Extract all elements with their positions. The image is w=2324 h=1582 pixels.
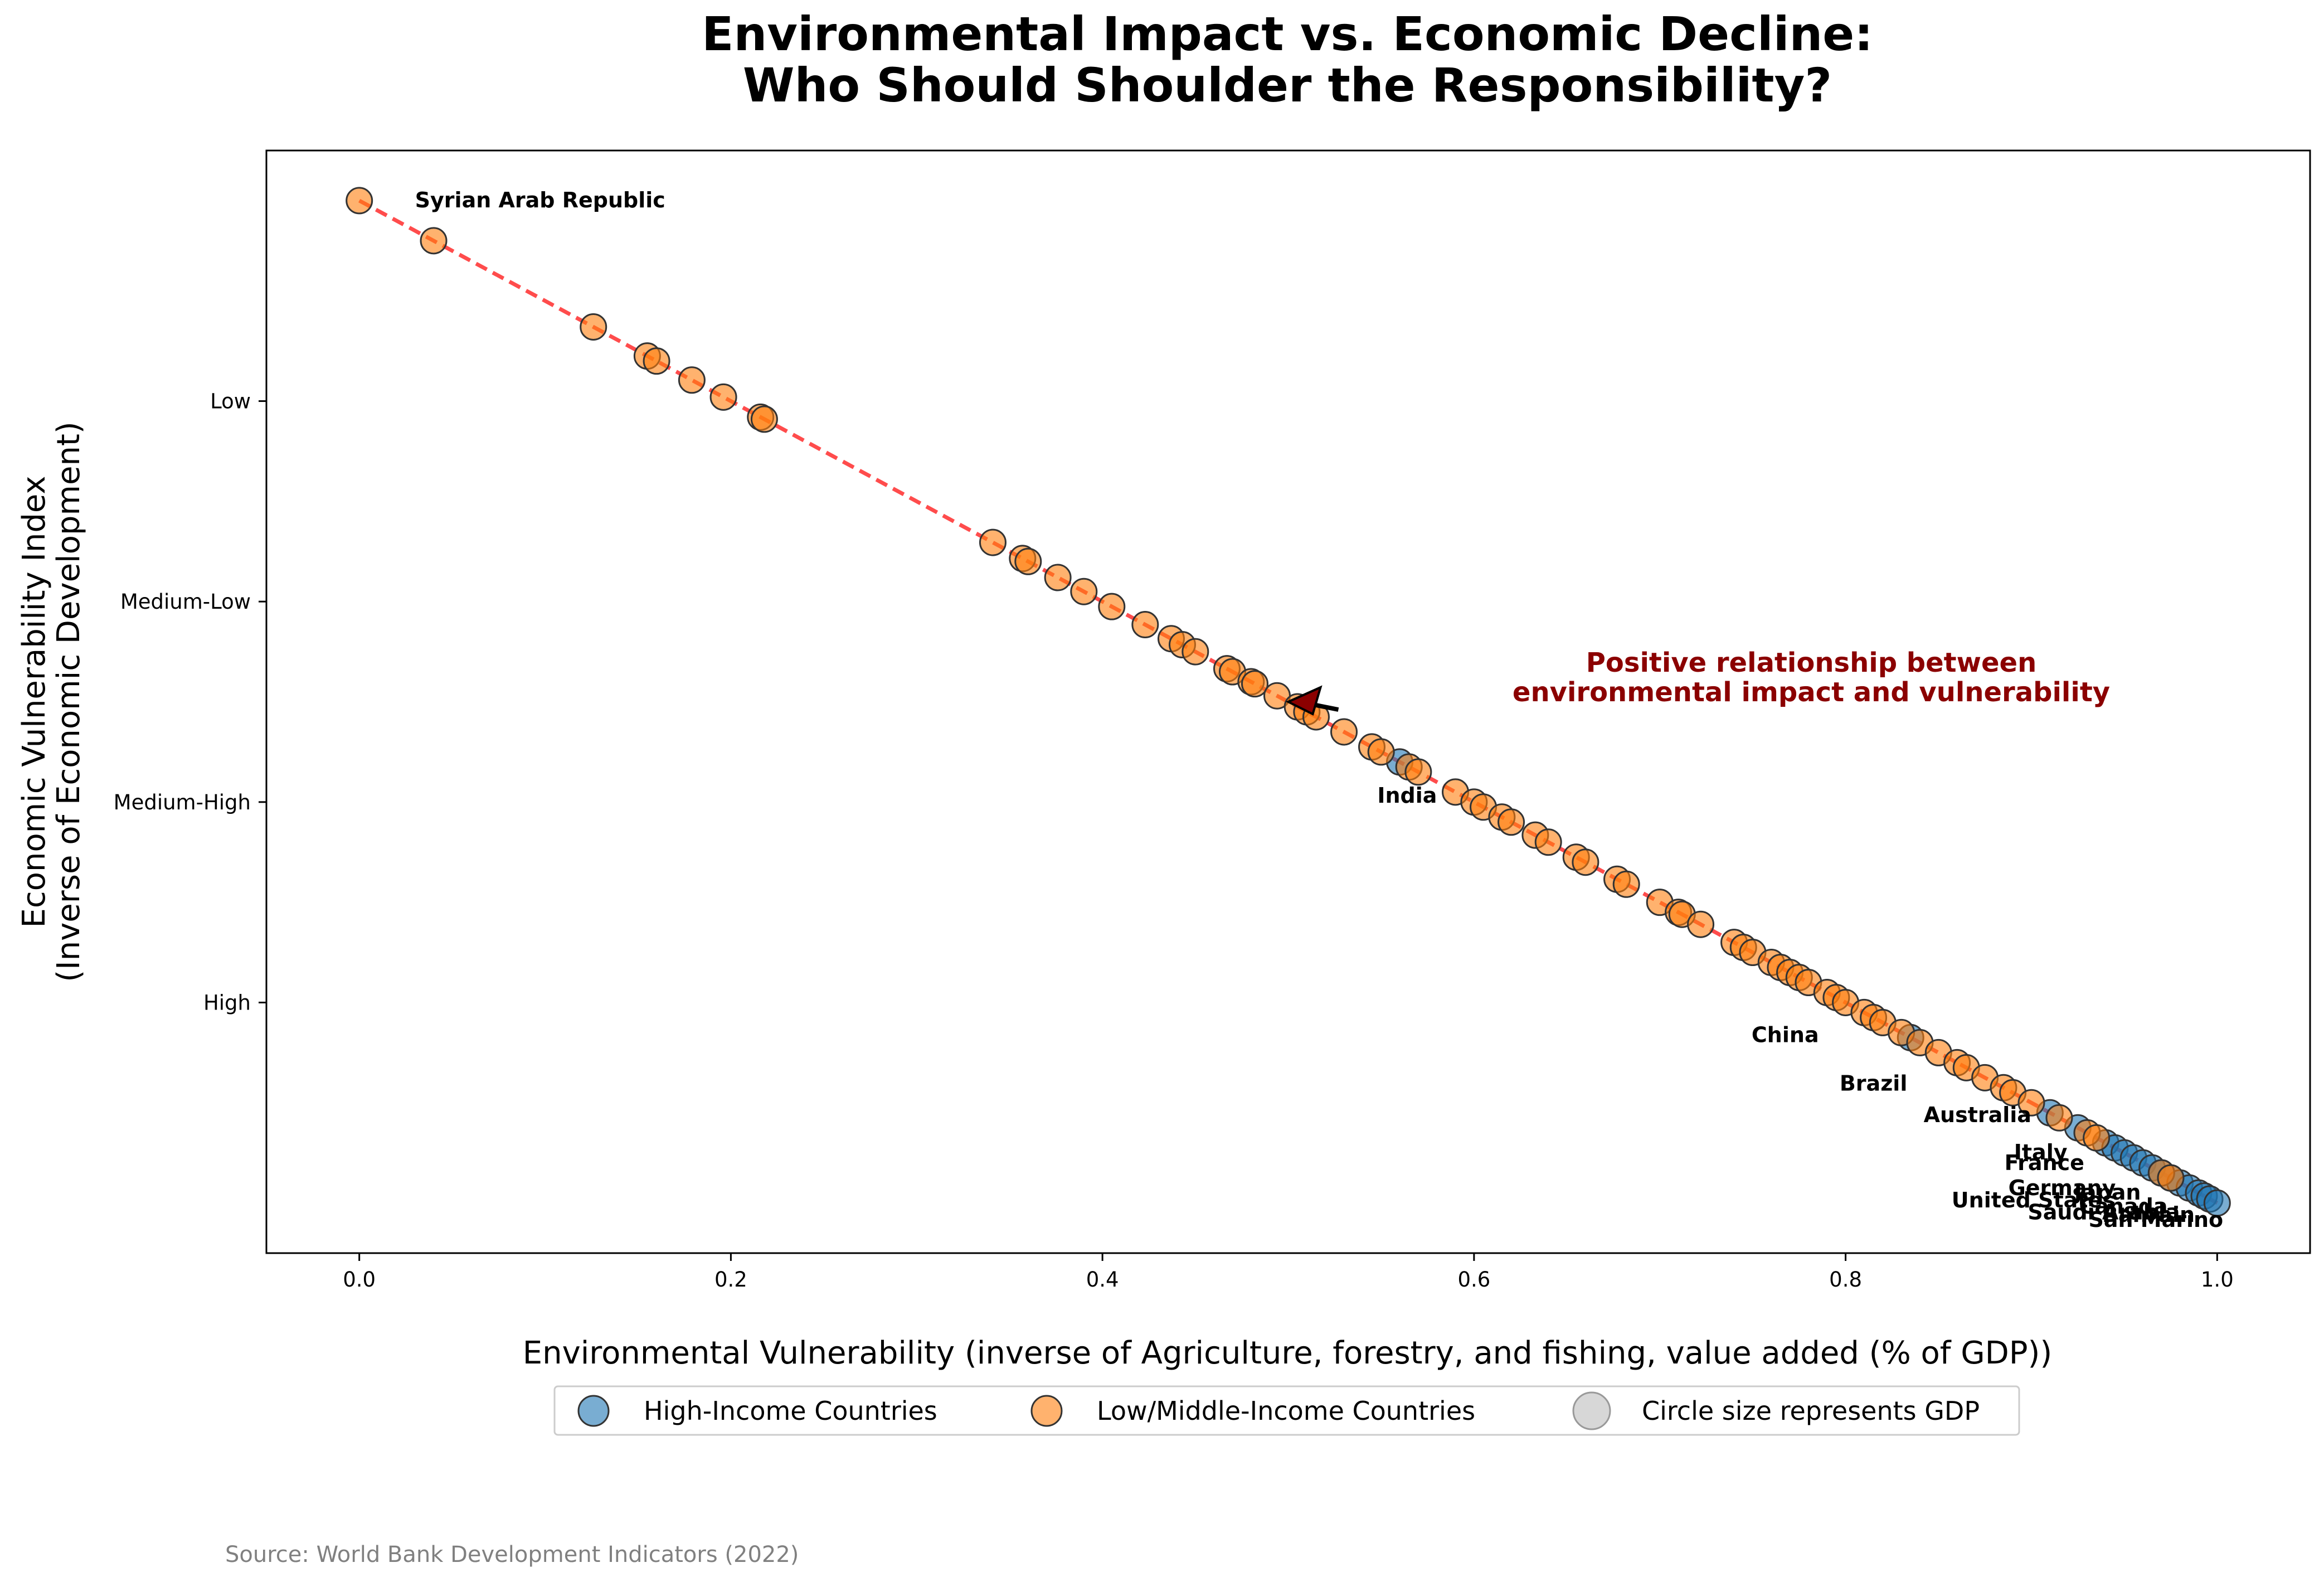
- y-axis-label-line-2: (Inverse of Economic Development): [51, 421, 87, 982]
- x-tick-label: 0.6: [1457, 1268, 1490, 1292]
- data-point: [346, 187, 373, 215]
- source-note: Source: World Bank Development Indicator…: [225, 1542, 799, 1568]
- data-point: [979, 528, 1007, 556]
- x-tick-label: 0.8: [1829, 1268, 1862, 1292]
- plot-frame: [265, 149, 2311, 1254]
- data-point: [1498, 808, 1525, 836]
- country-label: Australia: [1924, 1103, 2031, 1127]
- annotation-line-1: Positive relationship between: [1586, 647, 2037, 678]
- country-label: San Marino: [2088, 1207, 2223, 1232]
- x-tick-label: 0.0: [343, 1268, 376, 1292]
- data-point: [1131, 611, 1159, 639]
- arrow-head: [1285, 685, 1323, 716]
- data-point: [643, 347, 670, 375]
- data-point: [1098, 593, 1126, 620]
- series-low-middle-income: [346, 187, 2185, 1192]
- data-point: [1404, 758, 1432, 786]
- legend-label-low-middle-income: Low/Middle-Income Countries: [1097, 1396, 1475, 1426]
- y-axis: High Medium-High Medium-Low Low: [114, 390, 266, 1015]
- data-point: [2157, 1164, 2185, 1192]
- y-tick-label: High: [203, 991, 251, 1015]
- country-label: Brazil: [1840, 1071, 1908, 1095]
- data-point: [1070, 578, 1098, 605]
- data-point: [1687, 910, 1715, 938]
- data-point: [1572, 848, 1599, 876]
- data-point: [420, 227, 448, 255]
- data-point: [2045, 1104, 2073, 1132]
- y-tick-label: Medium-Low: [120, 590, 251, 614]
- country-labels: Syrian Arab Republic India China Brazil Aust…: [415, 188, 2223, 1232]
- country-label: Italy: [2014, 1140, 2068, 1164]
- legend-marker-low-middle-income: [1030, 1395, 1063, 1427]
- country-label: Germany: [2009, 1176, 2116, 1200]
- annotation-arrow: [1285, 685, 1339, 716]
- chart-title-line-1: Environmental Impact vs. Economic Declin…: [702, 7, 1873, 61]
- legend: High-Income Countries Low/Middle-Income …: [553, 1385, 2020, 1436]
- x-axis-label: Environmental Vulnerability (inverse of …: [523, 1335, 2053, 1371]
- x-tick-label: 0.2: [714, 1268, 747, 1292]
- x-axis: 0.0 0.2 0.4 0.6 0.8 1.0: [343, 1253, 2234, 1292]
- x-tick-label: 0.4: [1086, 1268, 1119, 1292]
- country-label: India: [1377, 783, 1437, 808]
- data-point: [2017, 1089, 2045, 1117]
- x-tick-label: 1.0: [2201, 1268, 2234, 1292]
- country-label: Syrian Arab Republic: [415, 188, 665, 212]
- legend-box: [553, 1385, 2020, 1436]
- data-point: [1044, 564, 1072, 591]
- annotation: Positive relationship between environmen…: [1285, 647, 2110, 716]
- country-label: Saudi Arabia: [2028, 1200, 2180, 1225]
- country-label: China: [1752, 1022, 1819, 1047]
- y-tick-label: Medium-High: [114, 790, 251, 814]
- country-label: Bahrain: [2102, 1202, 2195, 1227]
- y-axis-label-line-1: Economic Vulnerability Index: [16, 475, 52, 928]
- data-point: [678, 366, 706, 394]
- legend-marker-high-income: [577, 1395, 610, 1427]
- data-point: [1367, 738, 1395, 766]
- annotation-line-2: environmental impact and vulnerability: [1513, 677, 2110, 708]
- data-point: [709, 383, 737, 411]
- data-point: [1182, 638, 1209, 666]
- country-label: France: [2005, 1151, 2084, 1175]
- legend-marker-gdp-size: [1572, 1391, 1611, 1430]
- country-label: Canada: [2079, 1194, 2167, 1219]
- data-point: [580, 313, 607, 341]
- country-label: United States: [1952, 1188, 2115, 1212]
- data-point: [2203, 1189, 2231, 1217]
- data-point: [1612, 870, 1640, 898]
- plot-area: Syrian Arab Republic India China Brazil Aust…: [346, 187, 2231, 1232]
- data-point: [1330, 718, 1358, 746]
- data-point: [1241, 670, 1268, 698]
- chart-title-line-2: Who Should Shoulder the Responsibility?: [743, 58, 1832, 113]
- data-point: [2083, 1124, 2111, 1152]
- country-label: Japan: [2073, 1180, 2141, 1205]
- data-point: [1014, 547, 1042, 575]
- legend-label-high-income: High-Income Countries: [644, 1396, 937, 1426]
- y-tick-label: Low: [210, 390, 251, 414]
- legend-label-gdp-size: Circle size represents GDP: [1642, 1396, 1980, 1426]
- data-point: [750, 405, 778, 433]
- trend-line: [358, 198, 2218, 1205]
- data-point: [1534, 828, 1562, 856]
